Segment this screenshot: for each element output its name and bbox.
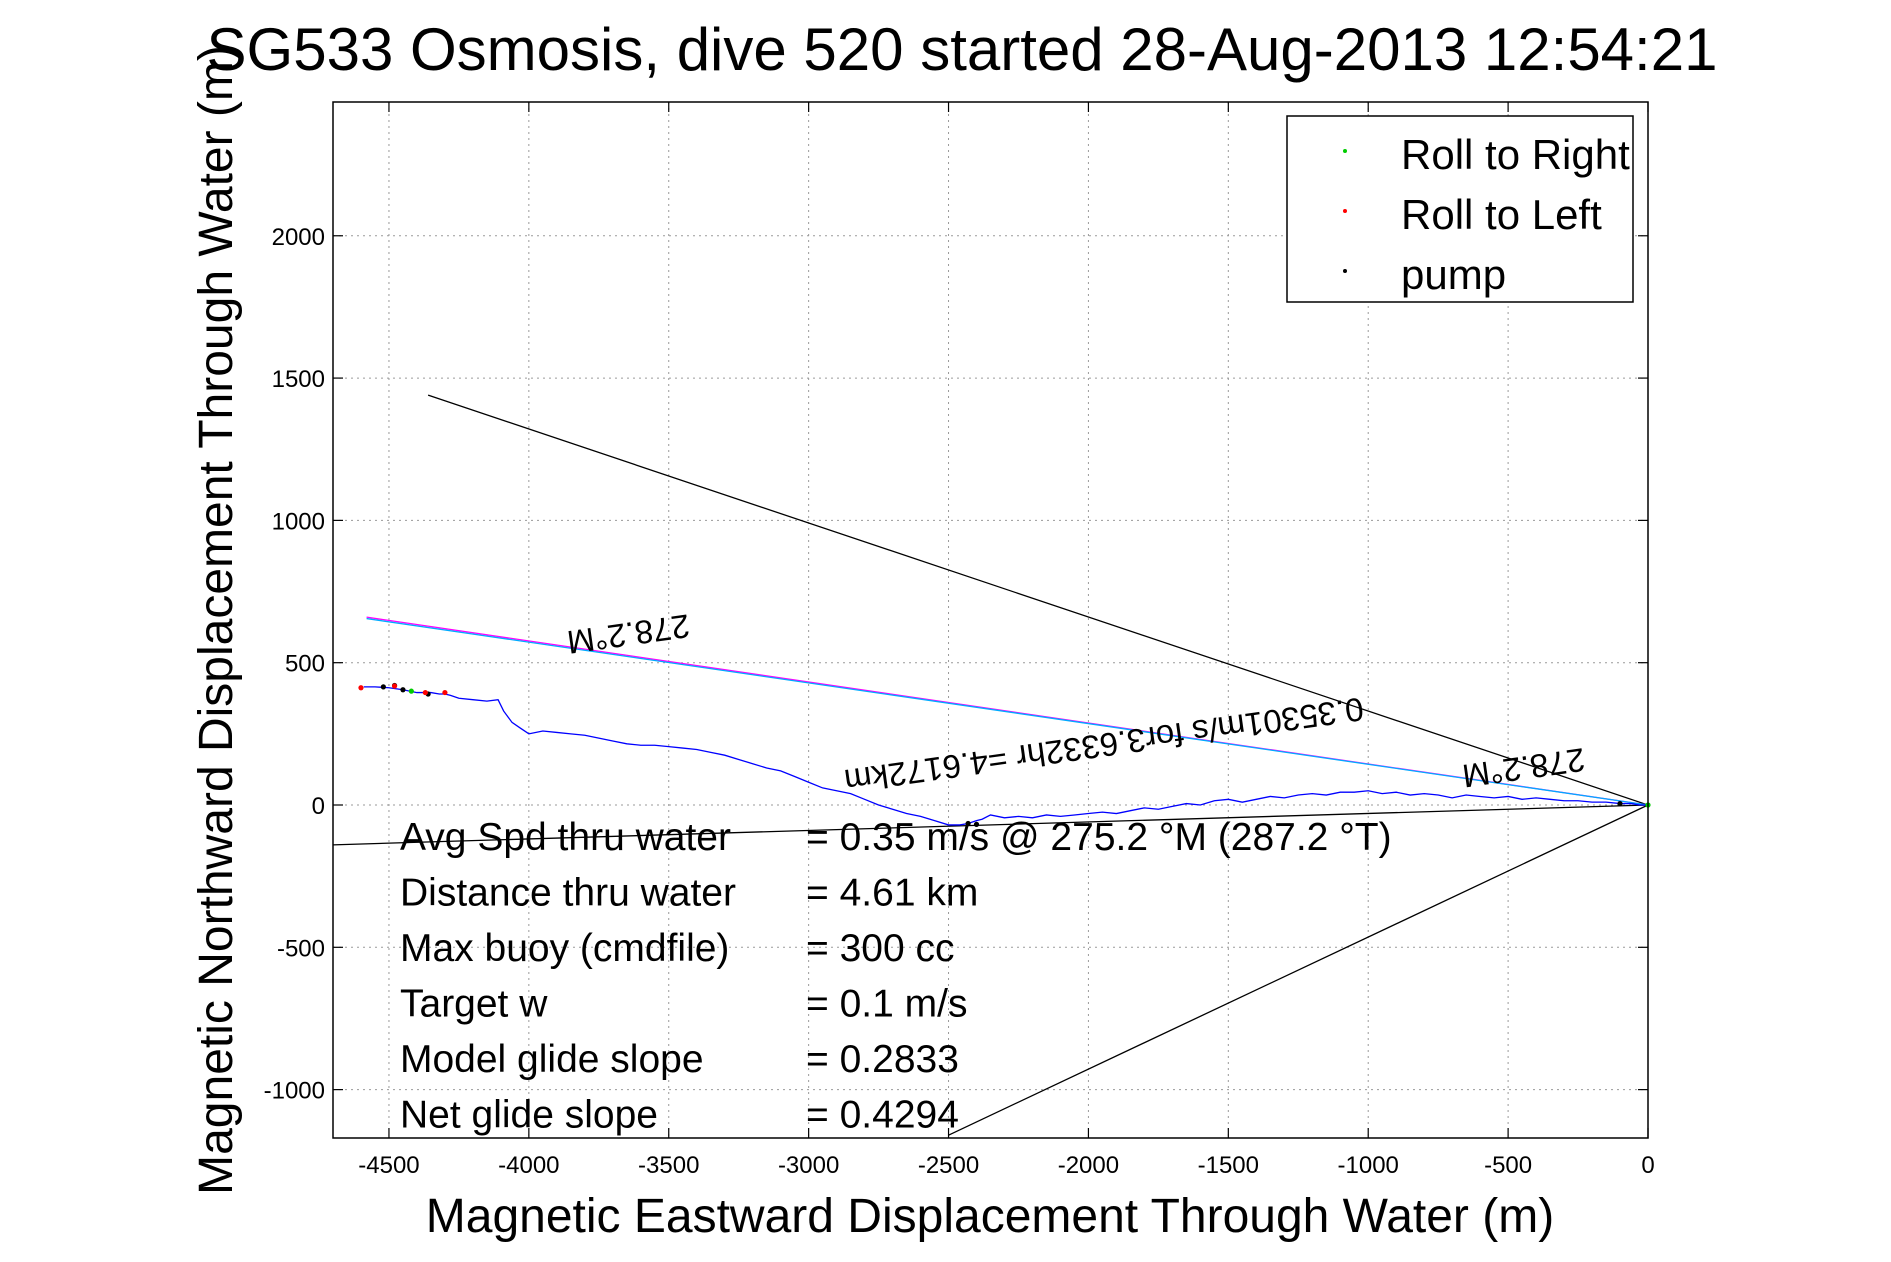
legend-marker (1343, 209, 1347, 213)
y-tick-label: 2000 (272, 224, 325, 251)
reference-lines (333, 394, 1648, 1136)
stats-value: = 0.4294 (806, 1094, 959, 1137)
pump-marker (380, 684, 386, 690)
y-tick-label: -500 (277, 935, 325, 962)
x-tick-label: -2500 (918, 1152, 979, 1179)
stats-label: Distance thru water (400, 872, 736, 915)
pump-marker (400, 687, 406, 693)
plot-frame (332, 101, 1649, 1139)
y-ticks: -1000 -500 0 500 1000 1500 2000 (264, 224, 1648, 1105)
trajectory-series (363, 686, 1648, 826)
x-tick-label: -3500 (638, 1152, 699, 1179)
stats-label: Avg Spd thru water (400, 816, 731, 859)
y-tick-label: 0 (312, 793, 325, 820)
stats-label: Target w (400, 983, 548, 1026)
legend-entry: Roll to Right (1401, 131, 1630, 178)
reference-line (333, 804, 1648, 846)
reference-line (948, 804, 1648, 1136)
stats-value: = 4.61 km (806, 872, 978, 915)
chart-title: SG533 Osmosis, dive 520 started 28-Aug-2… (207, 16, 1718, 83)
x-tick-label: -1500 (1198, 1152, 1259, 1179)
legend-marker (1343, 269, 1347, 273)
y-tick-label: -1000 (264, 1078, 325, 1105)
x-tick-label: -4000 (498, 1152, 559, 1179)
x-tick-label: -1000 (1338, 1152, 1399, 1179)
legend-entry: Roll to Left (1401, 191, 1602, 238)
legend-marker (1343, 149, 1347, 153)
roll-left-marker (358, 685, 364, 691)
stats-label: Model glide slope (400, 1038, 704, 1081)
stats-block: Avg Spd thru water = 0.35 m/s @ 275.2 °M … (400, 816, 1392, 1137)
roll-right-marker (408, 688, 414, 694)
stats-value: = 0.2833 (806, 1038, 959, 1081)
x-tick-label: 0 (1641, 1152, 1654, 1179)
y-tick-label: 500 (285, 651, 325, 678)
roll-left-marker (442, 689, 448, 696)
x-tick-label: -4500 (358, 1152, 419, 1179)
reference-line (427, 394, 1648, 806)
legend: Roll to Right Roll to Left pump (1286, 115, 1634, 303)
x-tick-label: -2000 (1058, 1152, 1119, 1179)
roll-left-marker (391, 683, 398, 689)
x-tick-label: -3000 (778, 1152, 839, 1179)
y-tick-label: 1500 (272, 366, 325, 393)
pump-marker (973, 821, 980, 827)
legend-entry: pump (1401, 251, 1506, 298)
x-ticks: -4500 -4000 -3500 -3000 -2500 -2000 -1500 -1000… (358, 102, 1655, 1179)
stats-value: = 300 cc (806, 927, 955, 970)
y-axis-label: Magnetic Northward Displacement Through … (190, 45, 243, 1195)
x-axis-label: Magnetic Eastward Displacement Through W… (426, 1190, 1554, 1243)
stats-value: = 0.35 m/s @ 275.2 °M (287.2 °T) (806, 816, 1392, 859)
event-markers (358, 682, 1651, 827)
trajectory-line (363, 686, 1648, 826)
stats-value: = 0.1 m/s (806, 983, 967, 1026)
reference-line (366, 617, 1648, 806)
x-tick-label: -500 (1484, 1152, 1532, 1179)
stats-label: Net glide slope (400, 1094, 658, 1137)
pump-marker (965, 820, 971, 827)
y-tick-label: 1000 (272, 508, 325, 535)
roll-left-marker (422, 689, 428, 696)
stats-label: Max buoy (cmdfile) (400, 927, 729, 970)
pump-marker (1617, 800, 1623, 807)
